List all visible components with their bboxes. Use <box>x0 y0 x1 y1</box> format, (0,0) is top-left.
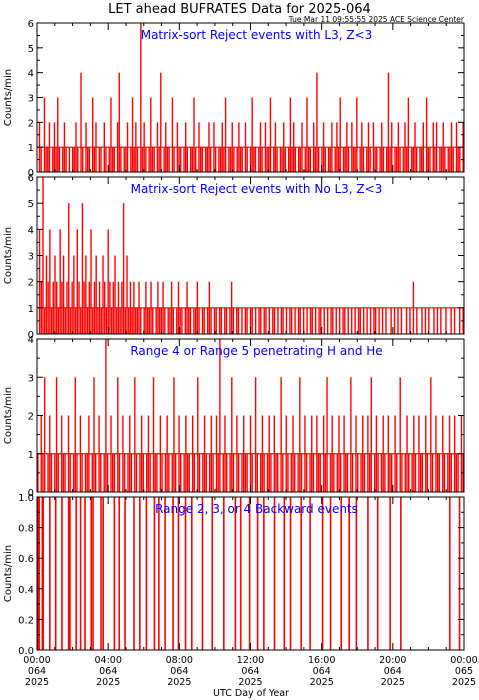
panel-4: 0.0 0.2 0.4 0.6 0.8 1.0 Counts/min Range 2, 3, … <box>3 493 465 657</box>
x-tick-doy: 064 <box>170 666 188 677</box>
y-tick-label: 1 <box>28 304 34 315</box>
x-tick-year: 2025 <box>238 677 262 688</box>
x-tick-time: 12:00 <box>237 655 264 666</box>
panel-2: 0 1 2 3 4 5 6 Counts/min Matrix-sort Reject even… <box>3 173 465 341</box>
y-tick-label: 0.8 <box>18 524 34 535</box>
x-tick-time: 00:00 <box>450 655 477 666</box>
y-tick-label: 4 <box>28 335 34 346</box>
y-axis-label: Counts/min <box>3 545 14 602</box>
y-tick-label: 1 <box>28 450 34 461</box>
x-tick-time: 20:00 <box>379 655 406 666</box>
x-tick-doy: 064 <box>241 666 259 677</box>
x-tick-time: 00:00 <box>23 655 50 666</box>
y-axis-label: Counts/min <box>3 227 14 284</box>
panel-1: 0 1 2 3 4 5 6 Counts/min Matrix-sort Reject even… <box>3 19 465 179</box>
x-tick-year: 2025 <box>96 677 120 688</box>
panels: 0 1 2 3 4 5 6 Counts/min Matrix-sort Reject even… <box>3 19 465 657</box>
x-tick-time: 16:00 <box>308 655 335 666</box>
x-tick-time: 08:00 <box>166 655 193 666</box>
y-tick-label: 0.6 <box>18 554 34 565</box>
x-tick-doy: 064 <box>99 666 117 677</box>
panel-title: Matrix-sort Reject events with No L3, Z<… <box>131 182 383 196</box>
panel-title: Matrix-sort Reject events with L3, Z<3 <box>141 28 373 42</box>
page-title: LET ahead BUFRATES Data for 2025-064 <box>108 2 371 17</box>
generated-timestamp: Tue Mar 11 09:55:55 2025 ACE Science Cen… <box>288 15 465 24</box>
y-tick-label: 0.0 <box>18 646 34 657</box>
y-tick-label: 1.0 <box>18 493 34 504</box>
y-tick-label: 2 <box>28 412 34 423</box>
y-axis-label: Counts/min <box>3 69 14 126</box>
x-tick-doy: 064 <box>28 666 46 677</box>
y-tick-label: 4 <box>28 225 34 236</box>
y-tick-label: 0 <box>28 330 34 341</box>
x-tick-year: 2025 <box>25 677 49 688</box>
x-tick-year: 2025 <box>452 677 476 688</box>
y-tick-label: 0.2 <box>18 615 34 626</box>
x-tick-doy: 064 <box>313 666 331 677</box>
y-tick-label: 3 <box>28 94 34 105</box>
x-tick-year: 2025 <box>310 677 334 688</box>
y-axis-label: Counts/min <box>3 387 14 444</box>
panel-title: Range 4 or Range 5 penetrating H and He <box>130 344 382 358</box>
y-tick-label: 1 <box>28 143 34 154</box>
x-tick-doy: 064 <box>384 666 402 677</box>
y-tick-label: 2 <box>28 278 34 289</box>
x-tick-time: 04:00 <box>95 655 122 666</box>
y-tick-label: 5 <box>28 199 34 210</box>
x-tick-year: 2025 <box>167 677 191 688</box>
x-tick-doy: 065 <box>455 666 473 677</box>
y-tick-label: 3 <box>28 373 34 384</box>
y-tick-label: 0 <box>28 488 34 499</box>
y-tick-label: 0.4 <box>18 585 34 596</box>
x-axis-label: UTC Day of Year <box>213 688 289 699</box>
panel-3: 0 1 2 3 4 Counts/min Range 4 or Range 5 penetr… <box>3 335 465 499</box>
panel-title: Range 2, 3, or 4 Backward events <box>155 502 358 516</box>
y-tick-label: 2 <box>28 118 34 129</box>
y-tick-label: 6 <box>28 19 34 30</box>
y-tick-label: 3 <box>28 252 34 263</box>
x-axis: 00:00064202504:00064202508:00064202512:0… <box>23 655 477 688</box>
y-tick-label: 5 <box>28 44 34 55</box>
y-tick-label: 4 <box>28 69 34 80</box>
y-tick-label: 6 <box>28 173 34 184</box>
y-tick-label: 0 <box>28 168 34 179</box>
x-tick-year: 2025 <box>381 677 405 688</box>
